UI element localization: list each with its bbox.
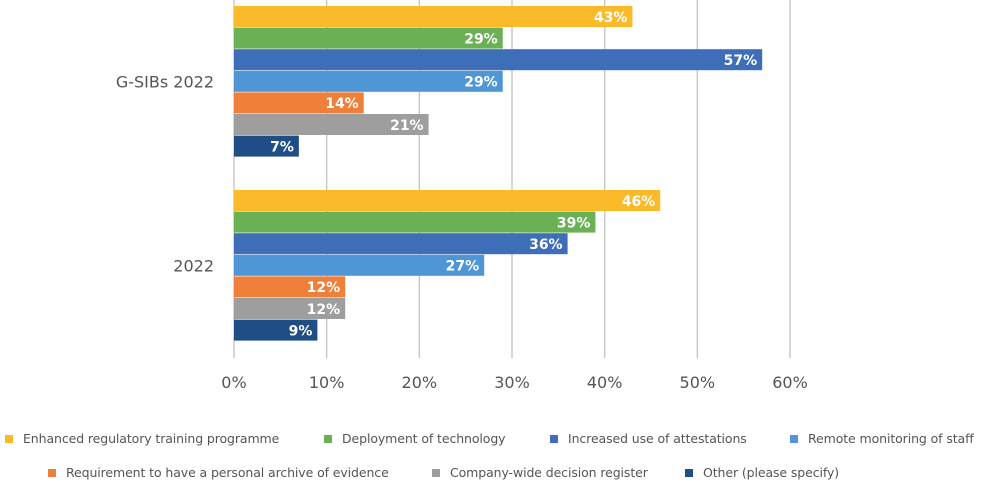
legend-swatch [324, 434, 332, 443]
legend-label: Requirement to have a personal archive o… [66, 465, 389, 480]
legend-item: Requirement to have a personal archive o… [48, 465, 389, 480]
bar [234, 319, 318, 341]
bar [234, 135, 299, 157]
bar [234, 114, 429, 135]
x-tick-label: 10% [309, 373, 345, 392]
bar-value-label: 27% [446, 259, 480, 275]
x-tick-label: 40% [587, 373, 623, 392]
legend-swatch [550, 434, 558, 443]
legend-item: Enhanced regulatory training programme [5, 431, 279, 446]
bar-value-label: 29% [464, 75, 498, 91]
bar-value-label: 9% [289, 323, 313, 339]
category-label: G-SIBs 2022 [116, 73, 214, 92]
bar-value-label: 7% [270, 139, 294, 155]
bar [234, 233, 568, 255]
legend-item: Company-wide decision register [432, 465, 648, 480]
x-tick-label: 60% [772, 373, 808, 392]
bar [234, 49, 763, 71]
bars: 43% 29% 57% 29% 14% 21% 7% 46% 39% 36% 27% 12% 12% 9% [234, 6, 763, 341]
legend-label: Enhanced regulatory training programme [23, 431, 280, 446]
legend-swatch [685, 468, 693, 477]
bar-value-label: 14% [325, 96, 359, 112]
bar [234, 211, 596, 233]
bar-value-label: 29% [464, 31, 498, 47]
x-tick-label: 30% [494, 373, 530, 392]
bar-value-label: 57% [724, 53, 758, 69]
legend-item: Remote monitoring of staff [790, 431, 974, 446]
x-tick-label: 20% [402, 373, 438, 392]
legend-label: Remote monitoring of staff [808, 431, 974, 446]
legend-item: Other (please specify) [685, 465, 839, 480]
x-axis-tick-labels: 0% 10% 20% 30% 40% 50% 60% [221, 373, 807, 392]
bar-value-label: 12% [307, 302, 341, 318]
legend-swatch [790, 434, 798, 443]
legend-label: Increased use of attestations [568, 431, 747, 446]
category-labels: G-SIBs 2022 2022 [116, 73, 214, 276]
bar-value-label: 21% [390, 118, 424, 134]
legend-label: Other (please specify) [703, 465, 840, 480]
bar [234, 27, 503, 49]
bar [234, 190, 661, 211]
bar-value-label: 39% [557, 215, 591, 231]
x-tick-label: 0% [221, 373, 246, 392]
bar [234, 70, 503, 92]
legend-swatch [432, 468, 440, 477]
category-label: 2022 [173, 257, 214, 276]
bar-value-label: 43% [594, 10, 628, 26]
legend-label: Deployment of technology [342, 431, 506, 446]
bar [234, 92, 364, 114]
legend-swatch [48, 468, 56, 477]
legend-item: Deployment of technology [324, 431, 506, 446]
bar [234, 6, 633, 27]
bar-value-label: 36% [529, 237, 563, 253]
bar-value-label: 12% [307, 280, 341, 296]
bar-value-label: 46% [622, 194, 656, 210]
bar [234, 298, 346, 319]
x-tick-label: 50% [680, 373, 716, 392]
legend-item: Increased use of attestations [550, 431, 747, 446]
bar [234, 276, 346, 298]
legend-label: Company-wide decision register [450, 465, 648, 480]
legend-swatch [5, 434, 13, 443]
bar [234, 254, 485, 276]
